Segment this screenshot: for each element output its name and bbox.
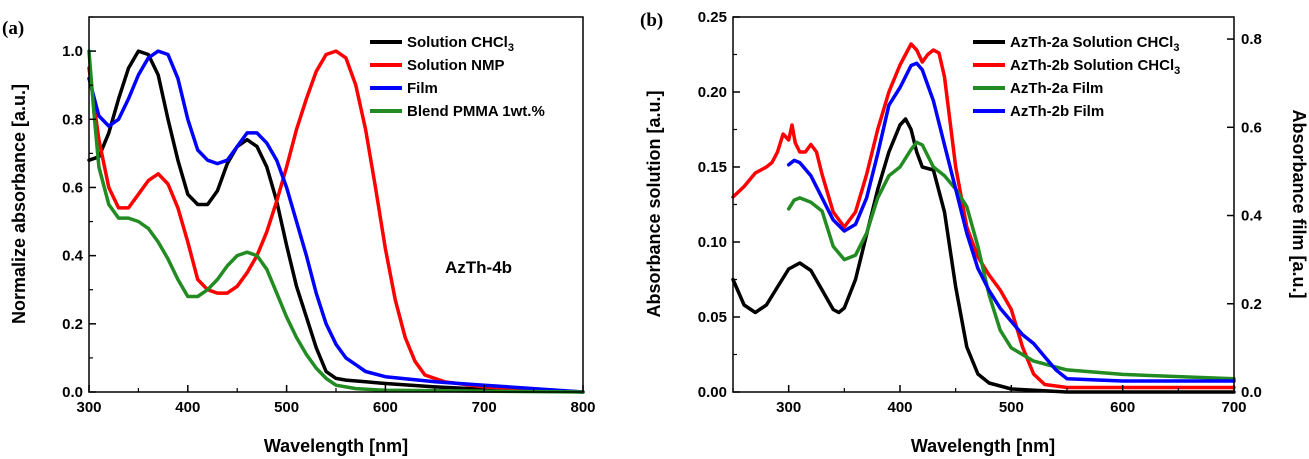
panel-b-y-axis-label: Absorbance solution [a.u.] [644, 90, 664, 317]
panel-a-y-tick-label: 0.6 [62, 179, 83, 196]
panel-a-series-line-3 [87, 49, 585, 394]
panel-a-annotation: AzTh-4b [445, 258, 512, 277]
panel-b-legend-label-2: AzTh-2b Solution CHCl3 [1010, 57, 1180, 77]
panel-a-x-axis-label: Wavelength [nm] [264, 436, 408, 456]
panel-b-ticks: 300 400 500 600 700 0.00 0.05 0.10 0.15 0.20 0.25 0… [698, 9, 1263, 416]
panel-a-legend-label-4: Blend PMMA 1wt.% [407, 103, 545, 120]
panel-a-x-tick-label: 500 [274, 399, 299, 416]
panel-b-series-group [731, 42, 1236, 394]
panel-b-legend-label-3: AzTh-2a Film [1010, 80, 1103, 97]
panel-a-x-tick-label: 800 [570, 399, 595, 416]
panel-a-x-tick-label: 700 [472, 399, 497, 416]
panel-label-a: (a) [2, 18, 24, 39]
panel-a-series-line-2 [87, 49, 585, 394]
panel-b-y-tick-label: 0.20 [698, 84, 727, 101]
panel-b-series-line-1 [731, 117, 1236, 394]
chart-panel-a: (a) 300 400 500 600 700 800 0.0 0.2 0.4 0.6 0.8 1.0… [2, 16, 596, 456]
panel-b-legend: AzTh-2a Solution CHCl3 AzTh-2b Solution C… [973, 34, 1180, 120]
panel-b-y2-tick-label: 0.6 [1241, 119, 1262, 136]
panel-b-legend-label-1: AzTh-2a Solution CHCl3 [1010, 34, 1179, 54]
panel-b-x-tick-label: 700 [1221, 399, 1246, 416]
panel-a-legend-label-3: Film [407, 80, 438, 97]
panel-a-legend-label-1: Solution CHCl3 [407, 34, 514, 54]
panel-b-x-axis-label: Wavelength [nm] [911, 436, 1055, 456]
panel-b-y-tick-label: 0.05 [698, 309, 727, 326]
panel-a-y-tick-label: 0.2 [62, 316, 83, 333]
panel-b-y2-axis-label: Absorbance film [a.u.] [1289, 109, 1309, 298]
panel-b-x-tick-label: 500 [999, 399, 1024, 416]
panel-a-y-tick-label: 1.0 [62, 43, 83, 60]
chart-panel-b: (b) 300 400 500 600 700 0.00 0.05 0.10 0.15 0.20 0… [640, 9, 1309, 456]
panel-b-y-tick-label: 0.15 [698, 159, 727, 176]
panel-b-series-line-4 [786, 61, 1236, 383]
panel-b-y2-tick-label: 0.8 [1241, 31, 1262, 48]
panel-b-y-tick-label: 0.10 [698, 234, 727, 251]
panel-a-x-tick-label: 400 [175, 399, 200, 416]
panel-b-y2-tick-label: 0.0 [1241, 384, 1262, 401]
panel-a-ticks: 300 400 500 600 700 800 0.0 0.2 0.4 0.6 0.8 1.0 [62, 16, 596, 416]
panel-a-plot-frame [88, 16, 584, 393]
panel-b-x-tick-label: 600 [1110, 399, 1135, 416]
panel-a-legend: Solution CHCl3 Solution NMP Film Blend PMMA… [370, 34, 545, 120]
panel-b-x-tick-label: 300 [776, 399, 801, 416]
panel-b-legend-label-4: AzTh-2b Film [1010, 103, 1104, 120]
panel-label-b: (b) [640, 10, 663, 31]
panel-b-y2-tick-label: 0.2 [1241, 296, 1262, 313]
panel-a-x-tick-label: 600 [373, 399, 398, 416]
panel-a-y-tick-label: 0.0 [62, 384, 83, 401]
panel-a-y-tick-label: 0.4 [62, 248, 84, 265]
panel-b-y2-tick-label: 0.4 [1241, 208, 1263, 225]
panel-a-series-line-1 [87, 49, 585, 394]
panel-b-y-tick-label: 0.25 [698, 9, 727, 26]
panel-b-series-line-2 [731, 42, 1236, 390]
panel-a-y-axis-label: Normalize absorbance [a.u.] [9, 84, 29, 324]
panel-a-series-group [87, 49, 585, 394]
panel-a-y-tick-label: 0.8 [62, 111, 83, 128]
panel-a-series-line-4 [87, 49, 585, 394]
panel-a-x-tick-label: 300 [76, 399, 101, 416]
panel-a-legend-label-2: Solution NMP [407, 57, 505, 74]
panel-b-x-tick-label: 400 [887, 399, 912, 416]
panel-b-series-line-3 [786, 140, 1236, 381]
panel-b-y-tick-label: 0.00 [698, 384, 727, 401]
